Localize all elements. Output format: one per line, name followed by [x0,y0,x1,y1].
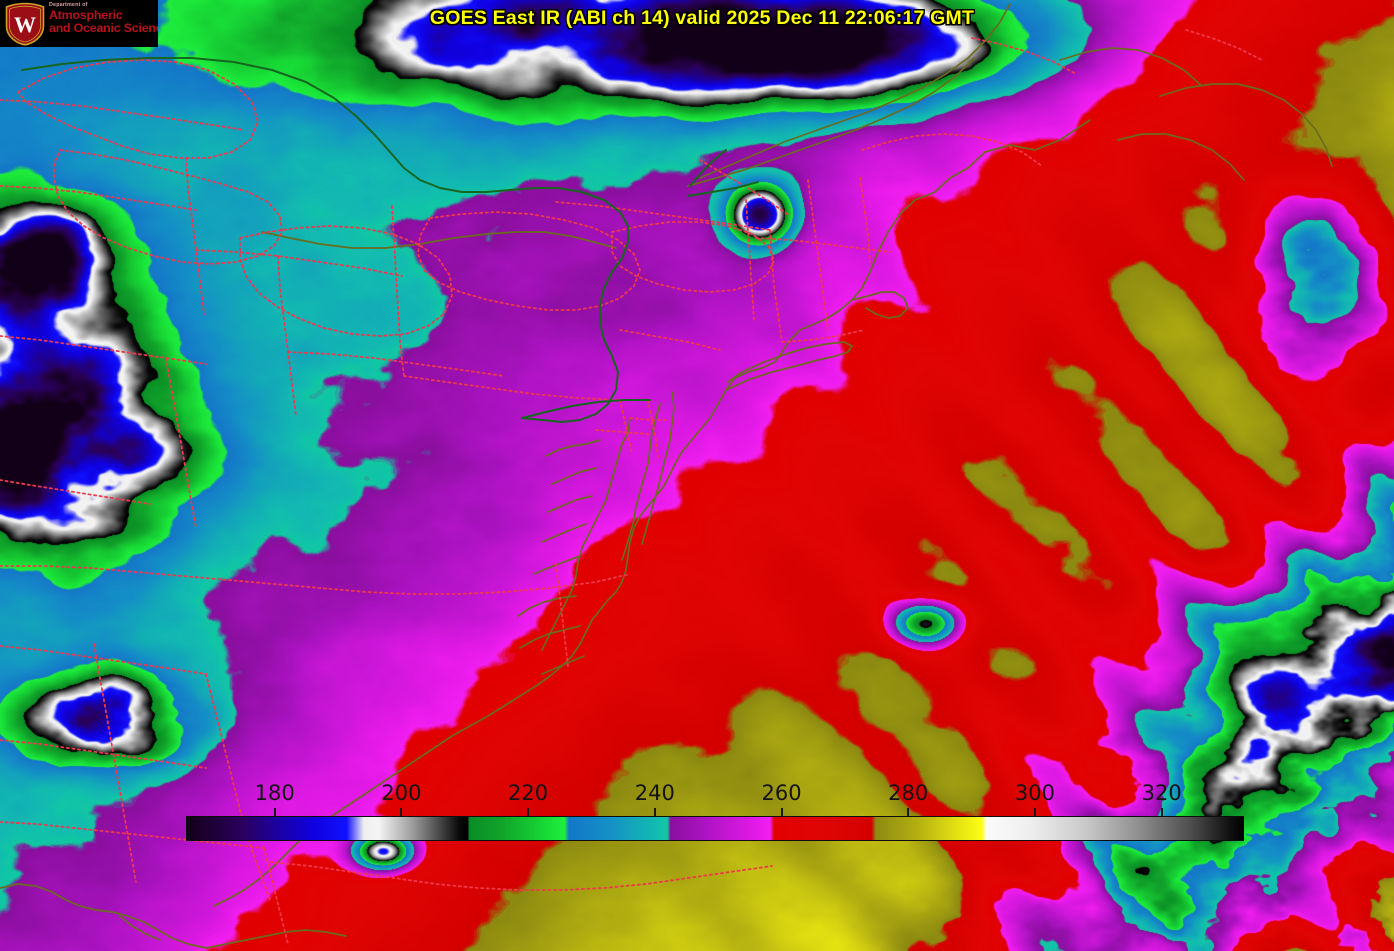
temperature-colorbar: 180 200 220 240 260 280 300 320 [186,783,1244,841]
colorbar-tick-mark [400,808,403,817]
colorbar-tick-label: 280 [888,781,929,805]
coastline-layer [0,3,1333,949]
logo-line-atmospheric: Atmospheric [49,8,123,23]
colorbar-tick-label: 320 [1141,781,1182,805]
colorbar-tick-label: 260 [761,781,802,805]
logo-department-label: Department of [49,2,88,8]
colorbar-tick-mark [527,808,530,817]
colorbar-tick-marks [186,808,1244,817]
colorbar-tick-mark [1160,808,1163,817]
colorbar-tick-mark [273,808,276,817]
uw-crest-icon: W [5,2,45,46]
colorbar-swatch [186,816,1244,841]
colorbar-tick-mark [780,808,783,817]
colorbar-tick-label: 240 [634,781,675,805]
colorbar-tick-mark [907,808,910,817]
colorbar-tick-mark [1033,808,1036,817]
colorbar-tick-label: 220 [508,781,549,805]
uw-aos-logo: W Department of Atmospheric and Oceanic … [0,0,158,47]
product-title: GOES East IR (ABI ch 14) valid 2025 Dec … [429,7,975,29]
state-border-layer [0,29,1263,945]
colorbar-tick-label: 300 [1014,781,1055,805]
colorbar-tick-label: 180 [254,781,295,805]
logo-line-oceanic: and Oceanic Sciences [49,20,158,35]
svg-text:W: W [14,12,36,37]
international-border-layer [21,57,759,423]
logo-text-block: Department of Atmospheric and Oceanic Sc… [49,2,158,35]
colorbar-tick-mark [653,808,656,817]
colorbar-gradient [186,817,1244,840]
colorbar-tick-labels: 180 200 220 240 260 280 300 320 [186,783,1244,809]
colorbar-tick-label: 200 [381,781,422,805]
